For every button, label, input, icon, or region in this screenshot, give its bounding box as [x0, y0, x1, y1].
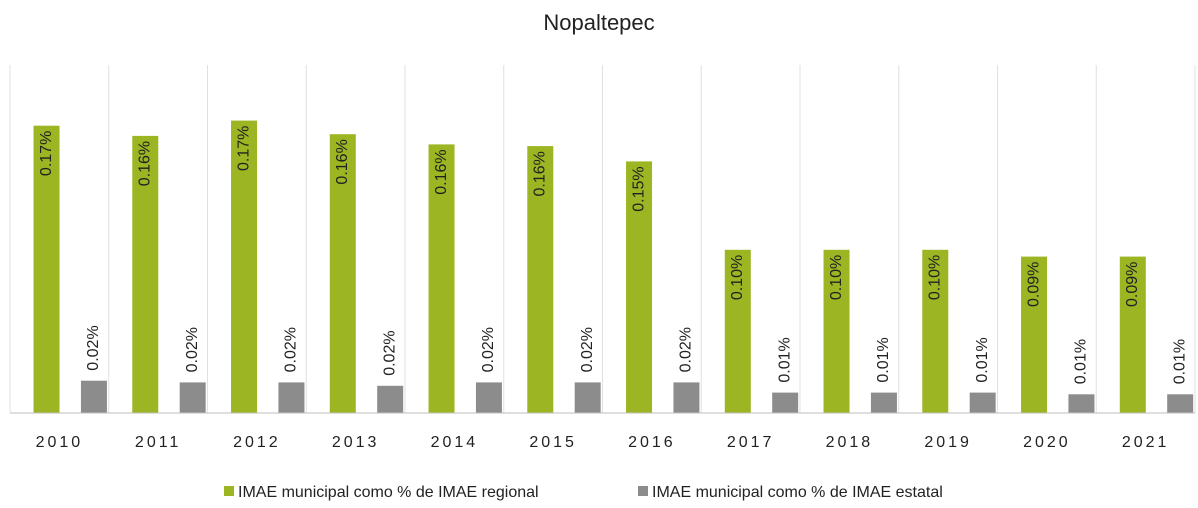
x-tick-label: 2020 [1023, 434, 1071, 451]
x-tick-label: 2019 [924, 434, 972, 451]
legend-swatch [638, 486, 648, 496]
bar [574, 382, 601, 413]
value-label: 0.01% [1073, 339, 1090, 384]
bar [724, 249, 751, 413]
value-label: 0.01% [875, 337, 892, 382]
value-label: 0.09% [1025, 262, 1042, 307]
bar [1119, 256, 1146, 413]
value-label: 0.01% [776, 337, 793, 382]
bar [278, 382, 305, 413]
value-label: 0.17% [38, 131, 55, 176]
bar [179, 382, 206, 413]
bar [1068, 394, 1095, 413]
bar [132, 135, 159, 413]
bar [377, 385, 404, 413]
bar [428, 144, 455, 413]
value-label: 0.10% [927, 255, 944, 300]
legend-label: IMAE municipal como % de IMAE regional [238, 484, 539, 501]
value-label: 0.01% [1171, 339, 1188, 384]
bar [870, 392, 897, 413]
value-label: 0.16% [137, 141, 154, 186]
x-tick-label: 2012 [233, 434, 281, 451]
bar [626, 161, 653, 413]
bar [1021, 256, 1048, 413]
bar [772, 392, 799, 413]
value-label: 0.01% [974, 337, 991, 382]
legend-label: IMAE municipal como % de IMAE estatal [652, 484, 943, 501]
value-label: 0.02% [579, 327, 596, 372]
value-label: 0.17% [235, 126, 252, 171]
bar [823, 249, 850, 413]
bar [231, 120, 258, 413]
bar [922, 249, 949, 413]
value-label: 0.16% [433, 149, 450, 194]
value-label: 0.02% [184, 327, 201, 372]
x-tick-label: 2010 [36, 434, 84, 451]
bar [329, 134, 356, 413]
value-label: 0.15% [630, 166, 647, 211]
x-tick-label: 2014 [431, 434, 479, 451]
x-tick-label: 2016 [628, 434, 676, 451]
chart-title: Nopaltepec [543, 10, 654, 35]
bar [1167, 394, 1194, 413]
x-tick-label: 2018 [826, 434, 874, 451]
value-label: 0.16% [532, 151, 549, 196]
legend-swatch [224, 486, 234, 496]
bar [475, 382, 502, 413]
x-tick-label: 2017 [727, 434, 775, 451]
x-tick-label: 2011 [135, 434, 181, 451]
value-label: 0.10% [828, 255, 845, 300]
value-label: 0.02% [283, 327, 300, 372]
bar [33, 125, 60, 413]
x-tick-label: 2015 [529, 434, 577, 451]
value-label: 0.02% [678, 327, 695, 372]
value-label: 0.09% [1124, 262, 1141, 307]
bar [80, 380, 107, 413]
value-label: 0.16% [334, 139, 351, 184]
bar [969, 392, 996, 413]
value-label: 0.10% [729, 255, 746, 300]
value-label: 0.02% [381, 330, 398, 375]
x-tick-label: 2021 [1122, 434, 1170, 451]
bar [527, 146, 554, 413]
x-tick-label: 2013 [332, 434, 380, 451]
value-label: 0.02% [480, 327, 497, 372]
bar [673, 382, 700, 413]
value-label: 0.02% [85, 325, 102, 370]
